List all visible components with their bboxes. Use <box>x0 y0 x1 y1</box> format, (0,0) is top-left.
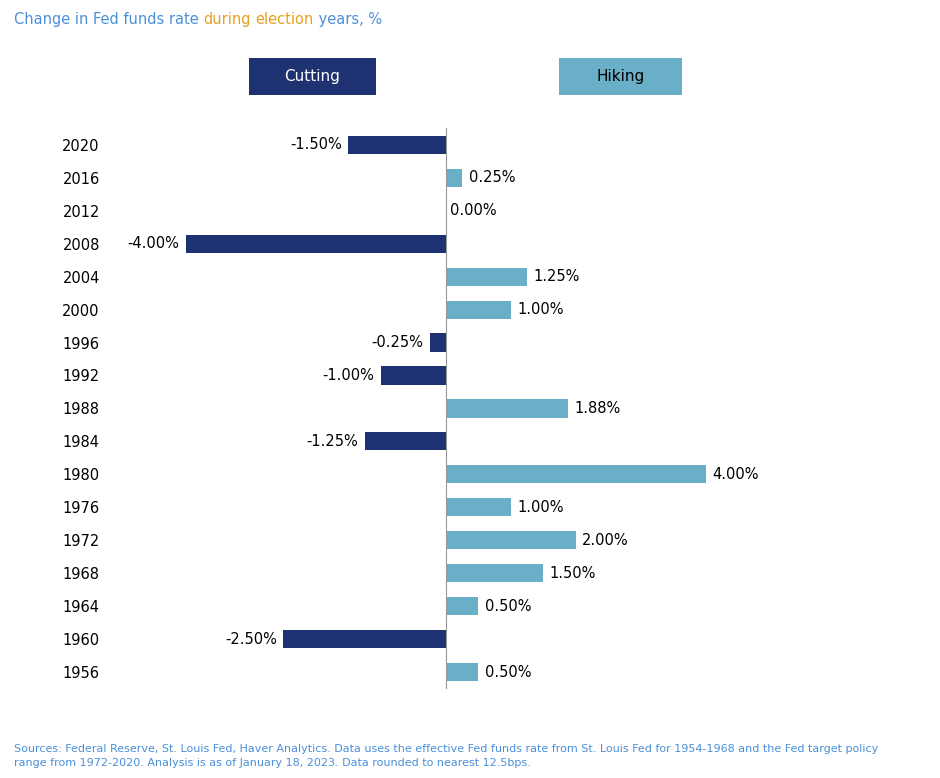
Bar <box>446 564 543 582</box>
Bar <box>446 300 510 319</box>
Bar <box>381 366 446 384</box>
Text: Sources: Federal Reserve, St. Louis Fed, Haver Analytics. Data uses the effectiv: Sources: Federal Reserve, St. Louis Fed,… <box>14 744 878 768</box>
Text: -0.25%: -0.25% <box>371 335 423 350</box>
Text: 0.25%: 0.25% <box>468 170 515 185</box>
Bar <box>446 268 527 286</box>
Text: years, %: years, % <box>314 12 382 27</box>
Text: -4.00%: -4.00% <box>128 237 180 251</box>
Bar <box>446 498 510 517</box>
Text: 1.00%: 1.00% <box>517 302 564 317</box>
Text: 2.00%: 2.00% <box>582 533 629 548</box>
Text: -1.25%: -1.25% <box>306 434 358 449</box>
Text: 0.50%: 0.50% <box>485 664 531 679</box>
Bar <box>349 136 446 154</box>
Text: 1.00%: 1.00% <box>517 499 564 515</box>
Bar <box>446 597 478 615</box>
Bar <box>446 465 706 483</box>
Bar <box>430 334 446 352</box>
Text: 0.00%: 0.00% <box>449 203 496 219</box>
Bar <box>365 433 446 450</box>
Text: -1.50%: -1.50% <box>290 138 342 152</box>
Text: -1.00%: -1.00% <box>322 368 374 383</box>
Text: 4.00%: 4.00% <box>713 467 759 482</box>
Text: election: election <box>256 12 314 27</box>
Bar <box>446 663 478 681</box>
Text: Hiking: Hiking <box>596 68 645 84</box>
Bar <box>446 399 568 418</box>
Text: 1.50%: 1.50% <box>550 566 596 580</box>
Bar <box>446 531 575 549</box>
Bar <box>284 630 446 648</box>
Text: 0.50%: 0.50% <box>485 598 531 614</box>
Text: Change in Fed funds rate: Change in Fed funds rate <box>14 12 203 27</box>
Text: -2.50%: -2.50% <box>225 632 277 647</box>
Text: 1.88%: 1.88% <box>574 401 620 416</box>
Text: 1.25%: 1.25% <box>534 269 580 284</box>
Bar <box>446 169 462 187</box>
Text: during: during <box>203 12 251 27</box>
Text: Cutting: Cutting <box>285 68 340 84</box>
Bar <box>186 235 446 253</box>
